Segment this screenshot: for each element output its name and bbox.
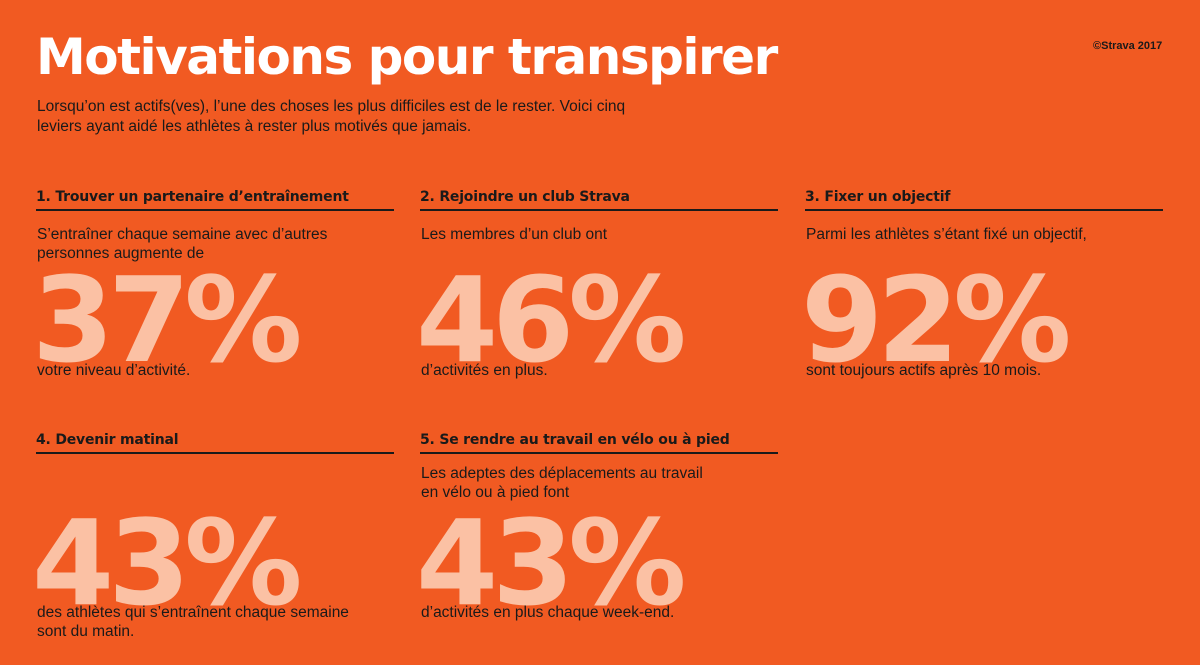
section-heading: 4. Devenir matinal <box>36 431 394 454</box>
page-title: Motivations pour transpirer <box>36 28 778 86</box>
section-commute: 5. Se rendre au travail en vélo ou à pie… <box>416 431 778 651</box>
section-result-text: des athlètes qui s’entraînent chaque sem… <box>37 604 349 640</box>
section-set-goal: 3. Fixer un objectif Parmi les athlètes … <box>801 188 1163 388</box>
statistic-value: 37% <box>32 251 302 389</box>
statistic-value: 92% <box>801 251 1071 389</box>
statistic-value: 43% <box>32 494 302 632</box>
section-morning-person: 4. Devenir matinal 43% des athlètes qui … <box>32 431 394 651</box>
section-result-text: d’activités en plus. <box>421 362 548 379</box>
section-intro-text: S’entraîner chaque semaine avec d’autres… <box>37 226 328 262</box>
section-heading: 3. Fixer un objectif <box>805 188 1163 211</box>
section-intro-text: Les adeptes des déplacements au travail … <box>421 465 703 501</box>
section-intro-text: Parmi les athlètes s’étant fixé un objec… <box>806 226 1087 243</box>
section-result-text: d’activités en plus chaque week-end. <box>421 604 675 621</box>
section-training-partner: 1. Trouver un partenaire d’entraînement … <box>32 188 394 388</box>
section-result-text: sont toujours actifs après 10 mois. <box>806 362 1042 379</box>
intro-text: Lorsqu’on est actifs(ves), l’une des cho… <box>37 98 626 135</box>
section-heading: 5. Se rendre au travail en vélo ou à pie… <box>420 431 778 454</box>
section-result-text: votre niveau d’activité. <box>37 362 191 379</box>
section-heading: 2. Rejoindre un club Strava <box>420 188 778 211</box>
statistic-value: 43% <box>416 494 686 632</box>
section-strava-club: 2. Rejoindre un club Strava Les membres … <box>416 188 778 388</box>
statistic-value: 46% <box>416 251 686 389</box>
section-heading: 1. Trouver un partenaire d’entraînement <box>36 188 394 211</box>
section-intro-text: Les membres d’un club ont <box>421 226 608 243</box>
copyright-notice: ©Strava 2017 <box>1093 40 1163 52</box>
